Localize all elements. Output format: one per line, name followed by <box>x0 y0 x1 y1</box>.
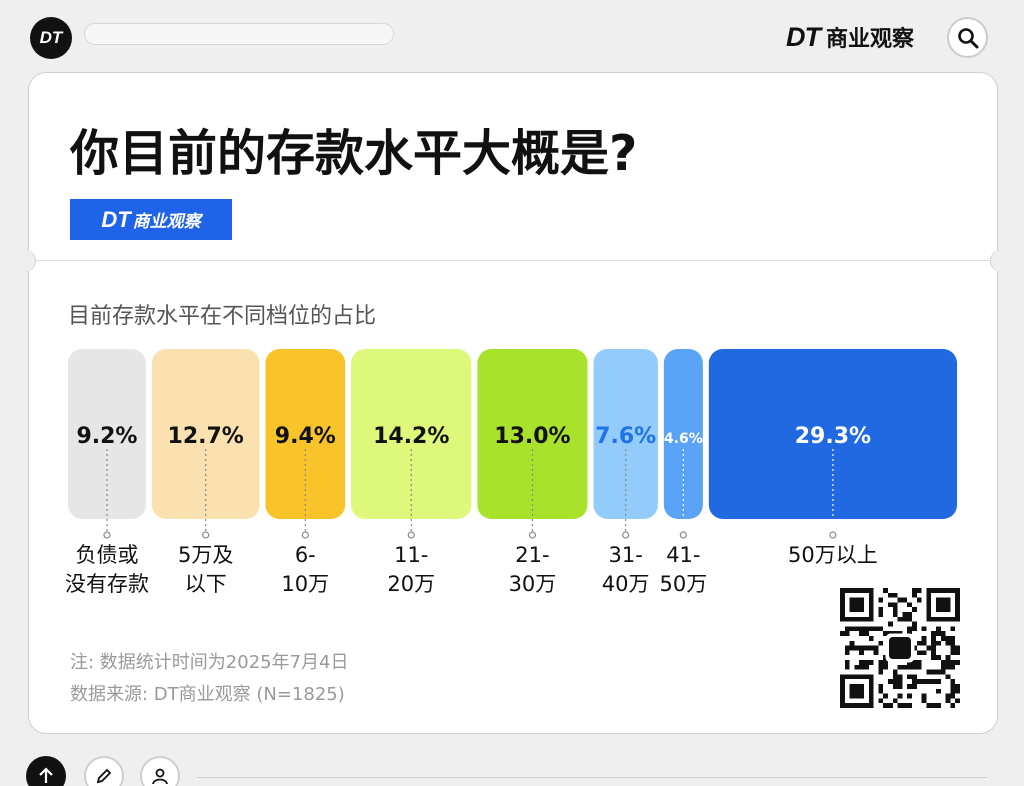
note-date: 注: 数据统计时间为2025年7月4日 <box>70 652 349 673</box>
profile-button[interactable] <box>140 756 180 786</box>
brand-logo: DT 商业观察 <box>786 20 914 54</box>
edit-button[interactable] <box>84 756 124 786</box>
category-label-7: 50万以上 <box>788 543 878 567</box>
user-icon <box>152 768 168 785</box>
search-button[interactable] <box>947 17 988 58</box>
top-bar: DT DT 商业观察 <box>0 0 1024 74</box>
category-label-6: 41- 50万 <box>659 543 708 596</box>
qr-code <box>840 588 960 708</box>
category-label-1: 5万及 以下 <box>178 543 234 596</box>
brand-badge: DT 商业观察 <box>70 199 232 240</box>
card-notch-left <box>20 250 36 272</box>
search-input[interactable] <box>84 23 394 45</box>
bottom-toolbar <box>0 748 1024 786</box>
card-divider <box>36 260 990 261</box>
category-label-0: 负债或 没有存款 <box>64 543 149 596</box>
app-logo[interactable]: DT <box>30 17 72 59</box>
category-label-5: 31- 40万 <box>601 543 650 596</box>
category-label-2: 6- 10万 <box>281 543 330 596</box>
pencil-icon <box>96 768 112 784</box>
category-label-4: 21- 30万 <box>508 543 557 596</box>
arrow-up-icon <box>39 767 53 783</box>
category-label-3: 11- 20万 <box>387 543 436 596</box>
brand-name-text: 商业观察 <box>826 27 915 52</box>
toolbar-divider <box>197 777 987 778</box>
chart-title: 你目前的存款水平大概是? <box>70 125 638 182</box>
brand-dt-text: DT <box>786 21 821 52</box>
badge-name-text: 商业观察 <box>132 212 201 232</box>
note-source: 数据来源: DT商业观察 (N=1825) <box>70 684 345 705</box>
chart-subtitle: 目前存款水平在不同档位的占比 <box>68 304 377 329</box>
badge-dt-text: DT <box>101 206 131 232</box>
card-notch-right <box>990 250 1006 272</box>
scroll-top-button[interactable] <box>26 756 66 786</box>
search-icon <box>957 27 978 48</box>
